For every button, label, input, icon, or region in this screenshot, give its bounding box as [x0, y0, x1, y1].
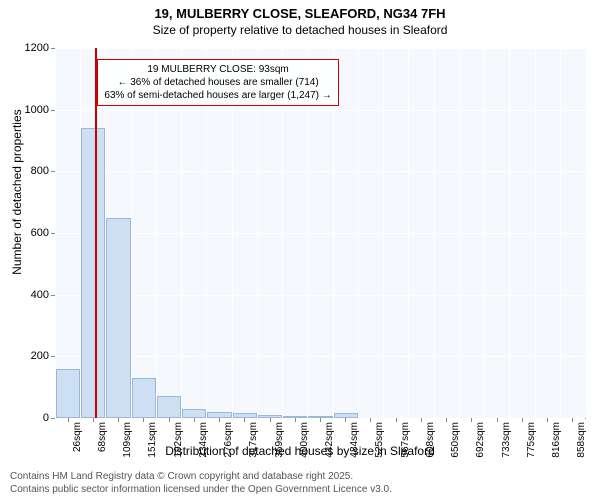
ytick-mark: [51, 356, 55, 357]
gridline-v: [55, 48, 56, 418]
gridline-v: [383, 48, 384, 418]
histogram-bar: [106, 218, 130, 418]
histogram-bar: [182, 409, 206, 418]
gridline-h: [55, 48, 585, 49]
xtick-mark: [446, 418, 447, 422]
histogram-bar: [81, 128, 105, 418]
xtick-mark: [194, 418, 195, 422]
gridline-h: [55, 233, 585, 234]
gridline-v: [434, 48, 435, 418]
xtick-mark: [497, 418, 498, 422]
ytick-mark: [51, 233, 55, 234]
gridline-h: [55, 356, 585, 357]
ytick-mark: [51, 418, 55, 419]
xtick-mark: [118, 418, 119, 422]
xtick-mark: [370, 418, 371, 422]
histogram-bar: [56, 369, 80, 418]
gridline-v: [459, 48, 460, 418]
xtick-mark: [143, 418, 144, 422]
gridline-v: [484, 48, 485, 418]
ytick-mark: [51, 295, 55, 296]
footer-line1: Contains HM Land Registry data © Crown c…: [10, 470, 392, 483]
gridline-v: [535, 48, 536, 418]
xtick-mark: [244, 418, 245, 422]
ytick-label: 600: [9, 227, 49, 239]
ytick-label: 1200: [9, 42, 49, 54]
footer-attribution: Contains HM Land Registry data © Crown c…: [10, 470, 392, 496]
y-axis-label: Number of detached properties: [10, 109, 24, 274]
xtick-mark: [169, 418, 170, 422]
footer-line2: Contains public sector information licen…: [10, 483, 392, 496]
gridline-v: [358, 48, 359, 418]
histogram-bar: [132, 378, 156, 418]
chart-subtitle: Size of property relative to detached ho…: [0, 23, 600, 37]
ytick-label: 0: [9, 412, 49, 424]
ytick-mark: [51, 110, 55, 111]
gridline-v: [509, 48, 510, 418]
annotation-line: 63% of semi-detached houses are larger (…: [104, 89, 331, 102]
xtick-mark: [270, 418, 271, 422]
ytick-mark: [51, 48, 55, 49]
xtick-mark: [68, 418, 69, 422]
gridline-h: [55, 171, 585, 172]
xtick-mark: [522, 418, 523, 422]
gridline-v: [560, 48, 561, 418]
annotation-line: ← 36% of detached houses are smaller (71…: [104, 76, 331, 89]
xtick-mark: [93, 418, 94, 422]
plot-area: 19 MULBERRY CLOSE: 93sqm← 36% of detache…: [55, 48, 585, 418]
x-axis-label: Distribution of detached houses by size …: [0, 444, 600, 458]
xtick-mark: [320, 418, 321, 422]
ytick-label: 200: [9, 350, 49, 362]
chart-title: 19, MULBERRY CLOSE, SLEAFORD, NG34 7FH: [0, 0, 600, 21]
gridline-h: [55, 110, 585, 111]
xtick-mark: [219, 418, 220, 422]
annotation-box: 19 MULBERRY CLOSE: 93sqm← 36% of detache…: [97, 59, 338, 106]
xtick-mark: [396, 418, 397, 422]
xtick-mark: [295, 418, 296, 422]
xtick-mark: [547, 418, 548, 422]
xtick-mark: [471, 418, 472, 422]
ytick-mark: [51, 171, 55, 172]
xtick-mark: [572, 418, 573, 422]
ytick-label: 400: [9, 289, 49, 301]
chart-container: 19, MULBERRY CLOSE, SLEAFORD, NG34 7FH S…: [0, 0, 600, 500]
histogram-bar: [157, 396, 181, 418]
xtick-mark: [345, 418, 346, 422]
annotation-line: 19 MULBERRY CLOSE: 93sqm: [104, 63, 331, 76]
ytick-label: 800: [9, 165, 49, 177]
ytick-label: 1000: [9, 104, 49, 116]
xtick-mark: [421, 418, 422, 422]
gridline-v: [408, 48, 409, 418]
gridline-h: [55, 295, 585, 296]
